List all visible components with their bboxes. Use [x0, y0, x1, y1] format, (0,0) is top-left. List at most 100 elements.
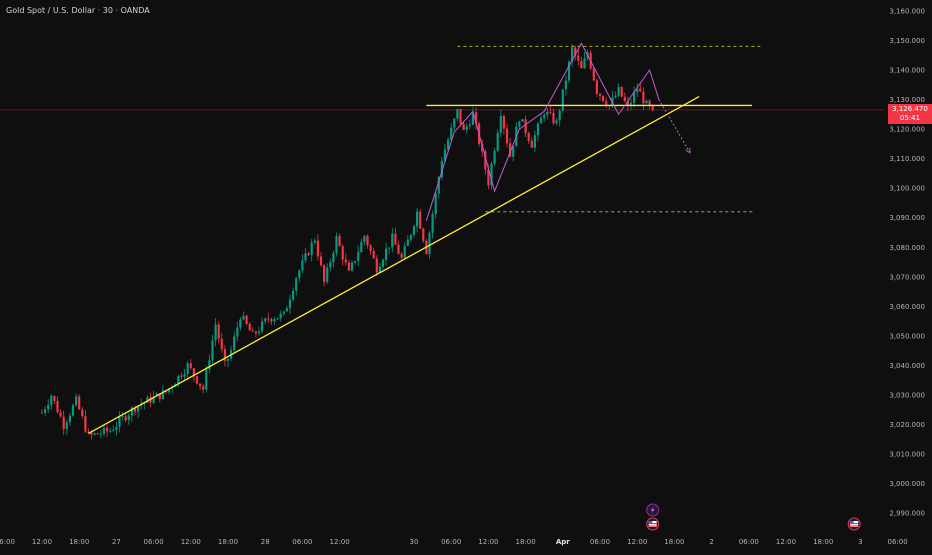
candle-body [137, 405, 140, 412]
candle-body [561, 89, 564, 111]
y-tick-label: 3,030.000 [889, 392, 925, 400]
x-tick-label: 06:00 [739, 538, 759, 546]
x-tick-label: Apr [556, 538, 570, 546]
candle-body [530, 140, 533, 148]
candle-body [388, 247, 391, 249]
x-tick-label: 12:00 [181, 538, 201, 546]
x-tick-label: 12:00 [330, 538, 350, 546]
current-price-label: 3,126.470 [892, 104, 928, 113]
candle-body [121, 416, 124, 418]
candle-body [112, 430, 115, 431]
candle-body [143, 402, 146, 405]
candle-body [335, 236, 338, 254]
candle-body [301, 260, 304, 271]
x-tick-label: 06:00 [0, 538, 15, 546]
candle-body [53, 395, 56, 401]
candle-body [307, 253, 310, 256]
x-tick-label: 12:00 [776, 538, 796, 546]
candle-body [468, 124, 471, 127]
candle-body [130, 407, 133, 416]
candle-body [347, 262, 350, 271]
candle-body [40, 412, 44, 414]
candle-body [75, 396, 78, 406]
y-tick-label: 3,100.000 [889, 185, 925, 193]
x-tick-label: 18:00 [218, 538, 238, 546]
candle-body [192, 368, 195, 377]
candle-body [456, 108, 459, 119]
x-tick-label: 06:00 [144, 538, 164, 546]
candle-body [161, 390, 164, 399]
candle-body [44, 409, 47, 413]
candle-body [180, 375, 183, 377]
x-tick-label: 06:00 [590, 538, 610, 546]
x-tick-label: 2 [709, 538, 713, 546]
candle-body [292, 290, 295, 300]
flag-stripe [648, 525, 657, 527]
candle-body [577, 55, 580, 61]
candle-body [59, 412, 62, 417]
candle-body [158, 393, 161, 399]
projection-arrow-head [685, 147, 691, 154]
candle-body [434, 193, 437, 214]
candle-body [645, 100, 648, 104]
candle-body [310, 242, 313, 256]
x-tick-label: 06:00 [888, 538, 908, 546]
candle-body [499, 116, 502, 133]
candle-body [168, 388, 171, 393]
candle-body [316, 240, 319, 257]
y-tick-label: 2,990.000 [889, 510, 925, 518]
candle-body [493, 150, 496, 164]
candle-body [90, 432, 93, 435]
x-tick-label: 18:00 [813, 538, 833, 546]
candle-body [124, 416, 127, 421]
candle-body [220, 338, 223, 349]
candle-body [285, 308, 288, 312]
y-tick-label: 3,140.000 [889, 66, 925, 74]
candle-body [233, 336, 236, 351]
candle-body [487, 169, 490, 186]
x-tick-label: 18:00 [516, 538, 536, 546]
flag-stripe [850, 525, 859, 527]
chart-title: Gold Spot / U.S. Dollar · 30 · OANDA [6, 6, 150, 15]
y-tick-label: 3,080.000 [889, 244, 925, 252]
candle-body [496, 132, 499, 151]
candle-body [614, 95, 617, 98]
candle-body [295, 278, 298, 291]
candle-body [106, 427, 109, 432]
candle-body [592, 68, 595, 81]
candle-body [620, 86, 623, 97]
candle-body [422, 228, 425, 241]
candle-body [245, 315, 248, 324]
candle-body [623, 96, 626, 102]
candle-body [326, 267, 329, 282]
candle-body [279, 313, 282, 319]
candle-body [611, 97, 614, 106]
candle-body [298, 270, 301, 279]
candle-body [443, 149, 447, 161]
candle-body [375, 258, 378, 273]
candle-body [338, 236, 341, 247]
candle-body [447, 139, 450, 150]
candle-body [598, 93, 602, 96]
candle-body [546, 111, 549, 115]
candle-body [264, 318, 267, 322]
candle-body [261, 321, 264, 332]
candle-body [140, 404, 143, 406]
y-tick-label: 3,160.000 [889, 7, 925, 15]
candle-body [152, 396, 155, 403]
candle-body [109, 430, 112, 432]
y-tick-label: 3,090.000 [889, 214, 925, 222]
candle-body [651, 104, 654, 110]
candle-body [416, 211, 419, 227]
candle-body [236, 327, 239, 337]
candle-body [65, 422, 68, 429]
x-tick-label: 28 [261, 538, 270, 546]
flag-canton [850, 521, 854, 524]
candle-body [527, 133, 530, 141]
y-tick-label: 3,040.000 [889, 362, 925, 370]
candle-body [254, 331, 257, 334]
candle-body [87, 431, 90, 433]
